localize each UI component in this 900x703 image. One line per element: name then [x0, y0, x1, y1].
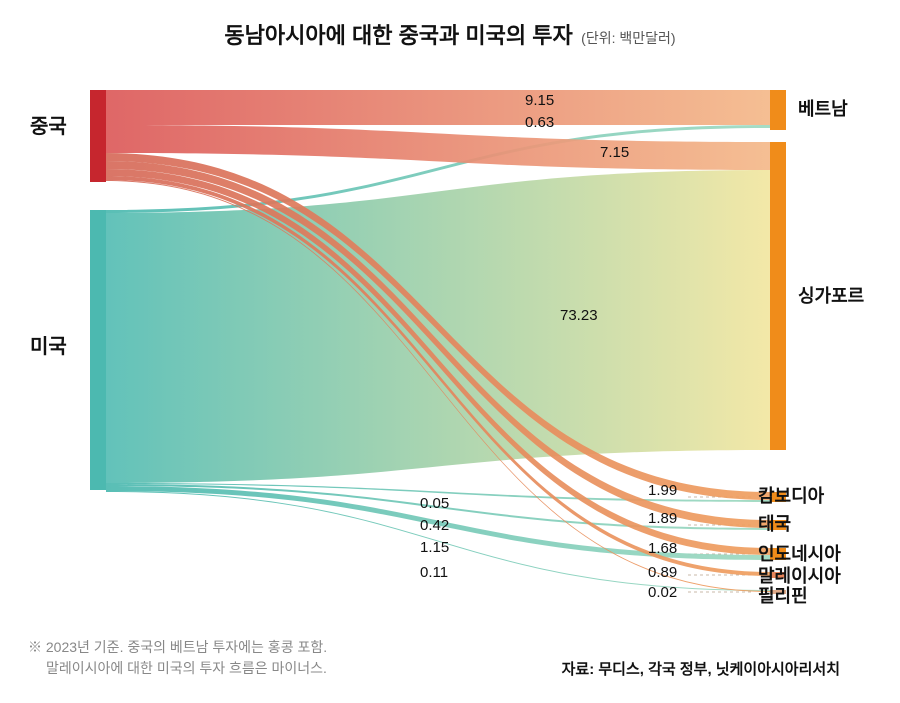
chart-title: 동남아시아에 대한 중국과 미국의 투자 — [224, 23, 572, 48]
footnote-line-1: ※ 2023년 기준. 중국의 베트남 투자에는 홍콩 포함. — [28, 637, 327, 658]
flow-value: 73.23 — [560, 307, 598, 324]
sankey-chart — [0, 60, 900, 620]
target-label: 싱가포르 — [798, 282, 864, 308]
source-label: 미국 — [30, 330, 67, 359]
source-credit: 자료: 무디스, 각국 정부, 닛케이아시아리서치 — [562, 658, 840, 679]
flow-value: 1.99 — [648, 482, 677, 499]
flow — [106, 90, 770, 125]
source-label: 중국 — [30, 110, 67, 139]
flow-value: 1.89 — [648, 510, 677, 527]
target-node — [770, 90, 786, 130]
flow-value: 0.11 — [420, 564, 448, 581]
flow-value: 0.89 — [648, 564, 677, 581]
footnote: ※ 2023년 기준. 중국의 베트남 투자에는 홍콩 포함. 말레이시아에 대… — [28, 637, 327, 679]
target-label: 태국 — [758, 510, 791, 536]
target-label: 필리핀 — [758, 582, 808, 608]
target-label: 베트남 — [798, 95, 848, 121]
flow-value: 0.42 — [420, 517, 449, 534]
source-node — [90, 210, 106, 490]
flow-value: 0.02 — [648, 584, 677, 601]
flow-value: 1.68 — [648, 540, 677, 557]
flow — [106, 125, 770, 170]
flow-value: 9.15 — [525, 92, 554, 109]
target-node — [770, 142, 786, 450]
source-node — [90, 90, 106, 182]
footnote-line-2: 말레이시아에 대한 미국의 투자 흐름은 마이너스. — [28, 658, 327, 679]
target-label: 캄보디아 — [758, 482, 824, 508]
flow-value: 1.15 — [420, 539, 449, 556]
flow-value: 7.15 — [600, 144, 629, 161]
flow-value: 0.63 — [525, 114, 554, 131]
chart-unit: (단위: 백만달러) — [581, 30, 675, 46]
flow-value: 0.05 — [420, 495, 449, 512]
chart-title-area: 동남아시아에 대한 중국과 미국의 투자 (단위: 백만달러) — [0, 18, 900, 50]
